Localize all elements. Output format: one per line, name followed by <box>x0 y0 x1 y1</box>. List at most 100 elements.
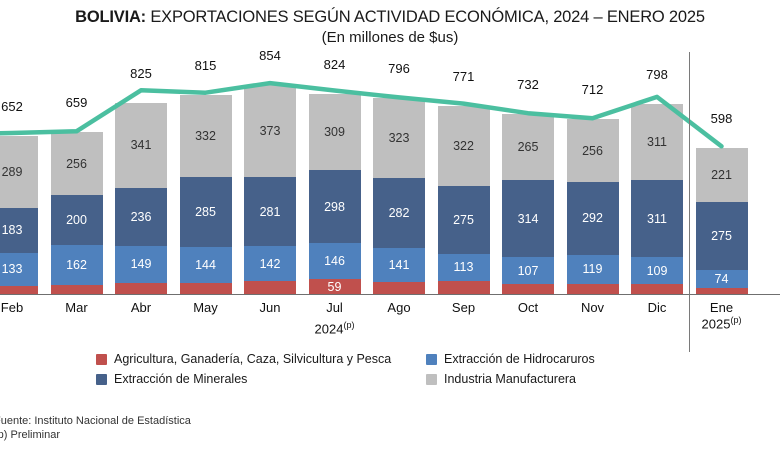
bar-segment <box>566 283 619 294</box>
bar-segment: 109 <box>631 257 683 285</box>
x-tick-label: Sep <box>451 300 476 315</box>
bar-segment: 59 <box>308 279 361 294</box>
bar-segment: 236 <box>115 187 167 246</box>
legend-swatch-agricultura <box>96 353 107 365</box>
bar-segment <box>437 281 490 294</box>
x-axis-group-label: 2024(p) <box>314 320 355 337</box>
bar-segment <box>115 282 167 294</box>
bar-total-label: 798 <box>646 66 668 82</box>
legend-label-industria: Industria Manufacturera <box>444 372 577 386</box>
legend-swatch-hidrocaruros <box>426 353 437 365</box>
chart-subtitle: (En millones de $us) <box>321 29 459 46</box>
bar-segment <box>179 282 232 294</box>
bar-segment: 183 <box>0 207 38 254</box>
x-tick-label: Abr <box>130 300 152 315</box>
bar-total-label: 732 <box>517 77 539 93</box>
bar-segment: 107 <box>502 257 554 284</box>
chart-canvas: 133 183 289 652 162 200 256 659 149 236 341 825 144 2… <box>0 48 780 352</box>
bar-segment: 292 <box>566 182 619 255</box>
legend-item-minerales: Extracción de Minerales <box>96 372 426 386</box>
bar-segment: 113 <box>437 253 490 282</box>
bar-total-label: 815 <box>194 57 217 73</box>
bar-segment: 146 <box>308 243 361 280</box>
x-tick-label: Ene 2025(p) <box>701 300 742 332</box>
axis-separator <box>688 52 690 352</box>
bar-segment: 265 <box>502 114 554 180</box>
x-tick-label: Jul <box>326 300 343 315</box>
bar-segment: 298 <box>308 169 361 244</box>
bar-total-label: 825 <box>130 66 152 82</box>
bar-segment: 309 <box>308 93 361 170</box>
x-tick-label: Dic <box>647 300 667 315</box>
bar-segment: 142 <box>244 246 296 282</box>
legend-label-minerales: Extracción de Minerales <box>114 372 248 386</box>
bar-segment <box>50 284 103 294</box>
chart-legend: Agricultura, Ganadería, Caza, Silvicultu… <box>0 352 780 392</box>
bar-segment: 311 <box>631 180 683 258</box>
bar-segment: 144 <box>179 247 232 283</box>
bar-column: 107 314 265 732 <box>502 77 554 294</box>
bar-segment <box>502 283 554 294</box>
legend-item-industria: Industria Manufacturera <box>426 372 576 386</box>
bar-segment: 141 <box>373 247 425 283</box>
bar-segment: 275 <box>437 185 490 254</box>
bar-segment: 119 <box>566 254 619 284</box>
legend-swatch-minerales <box>96 373 107 385</box>
source-footnote: Fuente: Instituto Nacional de Estadístic… <box>0 415 191 443</box>
bar-segment: 221 <box>695 147 748 203</box>
bar-total-label: 598 <box>710 110 733 126</box>
x-axis-line <box>0 294 780 295</box>
x-tick-label: Oct <box>517 300 539 315</box>
bar-column: 144 285 332 815 <box>179 58 232 294</box>
bar-segment: 281 <box>244 176 296 247</box>
page-title: BOLIVIA: EXPORTACIONES SEGÚN ACTIVIDAD E… <box>0 8 780 27</box>
footnote-source: Fuente: Instituto Nacional de Estadístic… <box>0 415 191 427</box>
bar-total-label: 854 <box>259 47 281 63</box>
bar-total-label: 771 <box>452 69 475 85</box>
bar-segment: 314 <box>502 179 554 258</box>
bar-segment: 322 <box>437 106 490 186</box>
bar-segment <box>0 285 38 294</box>
bar-segment: 256 <box>50 132 103 196</box>
chart-title-block: BOLIVIA: EXPORTACIONES SEGÚN ACTIVIDAD E… <box>0 0 780 46</box>
bar-column: 141 282 323 796 <box>373 61 425 294</box>
bar-group: 133 183 289 652 162 200 256 659 149 236 341 825 144 2… <box>0 48 780 294</box>
legend-item-agricultura: Agricultura, Ganadería, Caza, Silvicultu… <box>96 352 426 366</box>
bar-column: 119 292 256 712 <box>566 82 619 294</box>
bar-column: 133 183 289 652 <box>0 99 38 294</box>
x-tick-label: Mar <box>65 300 88 315</box>
bar-segment: 285 <box>179 176 232 248</box>
legend-label-hidrocaruros: Extracción de Hidrocaruros <box>444 352 595 366</box>
x-tick-label: Ago <box>387 300 411 315</box>
bar-segment: 323 <box>373 98 425 178</box>
bar-segment <box>631 284 683 294</box>
bar-segment: 311 <box>631 103 683 181</box>
bar-segment <box>373 282 425 294</box>
bar-total-label: 796 <box>388 61 410 77</box>
bar-segment: 373 <box>244 84 296 177</box>
bar-segment: 341 <box>115 103 167 188</box>
bar-segment: 149 <box>115 245 167 283</box>
bar-column: 162 200 256 659 <box>50 95 103 294</box>
bar-total-label: 652 <box>1 99 23 115</box>
bar-total-label: 824 <box>323 56 346 72</box>
bar-column: 109 311 311 798 <box>631 67 683 294</box>
bar-segment: 332 <box>179 94 232 177</box>
legend-swatch-industria <box>426 373 437 385</box>
title-rest: EXPORTACIONES SEGÚN ACTIVIDAD ECONÓMICA,… <box>145 8 705 26</box>
bar-segment: 200 <box>50 195 103 245</box>
bar-total-label: 659 <box>65 95 88 111</box>
x-tick-label: Nov <box>580 300 605 315</box>
bar-segment: 289 <box>0 136 38 208</box>
legend-label-agricultura: Agricultura, Ganadería, Caza, Silvicultu… <box>114 352 392 366</box>
x-tick-label: Feb <box>0 300 24 315</box>
bar-column: 149 236 341 825 <box>115 66 167 294</box>
bar-column: 142 281 373 854 <box>244 48 296 294</box>
bar-segment: 162 <box>50 244 103 285</box>
x-tick-label: May <box>193 300 218 315</box>
bar-column: 113 275 322 771 <box>437 69 490 294</box>
footnote-preliminary: (p) Preliminar <box>0 428 61 441</box>
legend-item-hidrocaruros: Extracción de Hidrocaruros <box>426 352 595 366</box>
title-bold: BOLIVIA: <box>75 8 146 26</box>
bar-column: 74 275 221 598 <box>695 111 748 294</box>
